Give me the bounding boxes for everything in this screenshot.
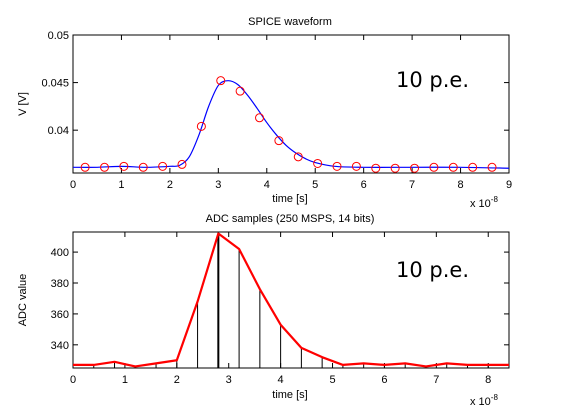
- spice-waveform-plot: SPICE waveform 0 1 2 3 4 5 6 7 8 9 0.04 0.045 0.05 t…: [17, 16, 512, 210]
- spice-sample-marker: [313, 158, 323, 168]
- spice-sample-marker: [99, 162, 109, 172]
- top-ytick-label: 0.045: [41, 78, 69, 90]
- top-xtick-label: 4: [264, 179, 270, 191]
- spice-sample-marker: [293, 152, 303, 162]
- bottom-plot-x-exponent: x 10-8: [470, 393, 498, 408]
- top-plot-title: SPICE waveform: [248, 16, 332, 28]
- bottom-xtick-label: 4: [278, 374, 284, 386]
- top-xtick-label: 5: [312, 179, 318, 191]
- top-plot-xlabel: time [s]: [272, 193, 307, 205]
- top-plot-ylabel: V [V]: [17, 92, 29, 116]
- bottom-xtick-label: 7: [433, 374, 439, 386]
- bottom-ytick-label: 340: [51, 340, 69, 352]
- top-plot-axes: [72, 34, 510, 174]
- top-ytick-label: 0.04: [48, 125, 69, 137]
- top-xtick-label: 2: [167, 179, 173, 191]
- spice-sample-marker: [468, 162, 478, 172]
- bottom-xtick-label: 3: [226, 374, 232, 386]
- bottom-plot-axes: [72, 231, 510, 369]
- top-ytick-label: 0.05: [48, 30, 69, 42]
- bottom-ytick-label: 380: [51, 278, 69, 290]
- top-xtick-label: 6: [361, 179, 367, 191]
- bottom-plot-ylabel: ADC value: [17, 274, 29, 327]
- bottom-plot-title: ADC samples (250 MSPS, 14 bits): [206, 213, 375, 225]
- spice-sample-marker: [448, 162, 458, 172]
- bottom-xtick-label: 0: [70, 374, 76, 386]
- spice-sample-marker: [332, 161, 342, 171]
- bottom-xtick-label: 6: [381, 374, 387, 386]
- spice-sample-marker: [274, 136, 284, 146]
- bottom-plot-annotation: 10 p.e.: [396, 258, 469, 282]
- spice-sample-marker: [80, 162, 90, 172]
- bottom-xtick-label: 5: [329, 374, 335, 386]
- spice-sample-marker: [410, 163, 420, 173]
- top-xtick-label: 9: [506, 179, 512, 191]
- spice-sample-marker: [216, 76, 226, 86]
- top-xtick-label: 8: [457, 179, 463, 191]
- top-plot-annotation: 10 p.e.: [396, 68, 469, 92]
- top-xtick-label: 3: [215, 179, 221, 191]
- spice-sample-marker: [177, 159, 187, 169]
- bottom-xtick-label: 1: [122, 374, 128, 386]
- spice-sample-marker: [196, 121, 206, 131]
- spice-sample-marker: [158, 161, 168, 171]
- bottom-ytick-label: 360: [51, 309, 69, 321]
- bottom-xtick-label: 8: [485, 374, 491, 386]
- top-plot-x-exponent: x 10-8: [470, 195, 498, 210]
- spice-sample-marker: [487, 162, 497, 172]
- spice-sample-marker: [119, 161, 129, 171]
- bottom-ytick-label: 400: [51, 247, 69, 259]
- bottom-xtick-label: 2: [174, 374, 180, 386]
- top-xtick-label: 0: [70, 179, 76, 191]
- spice-sample-marker: [255, 113, 265, 123]
- adc-samples-plot: ADC samples (250 MSPS, 14 bits) 0 1 2 3 4 5 6 7…: [17, 213, 510, 408]
- spice-sample-marker: [235, 86, 245, 96]
- top-xtick-label: 7: [409, 179, 415, 191]
- spice-sample-marker: [390, 163, 400, 173]
- spice-sample-marker: [138, 162, 148, 172]
- spice-sample-marker: [351, 161, 361, 171]
- bottom-plot-xlabel: time [s]: [272, 389, 307, 401]
- spice-sample-marker: [429, 162, 439, 172]
- spice-waveform-line: [73, 80, 509, 169]
- top-xtick-label: 1: [118, 179, 124, 191]
- spice-sample-marker: [371, 163, 381, 173]
- adc-samples-line: [73, 232, 509, 368]
